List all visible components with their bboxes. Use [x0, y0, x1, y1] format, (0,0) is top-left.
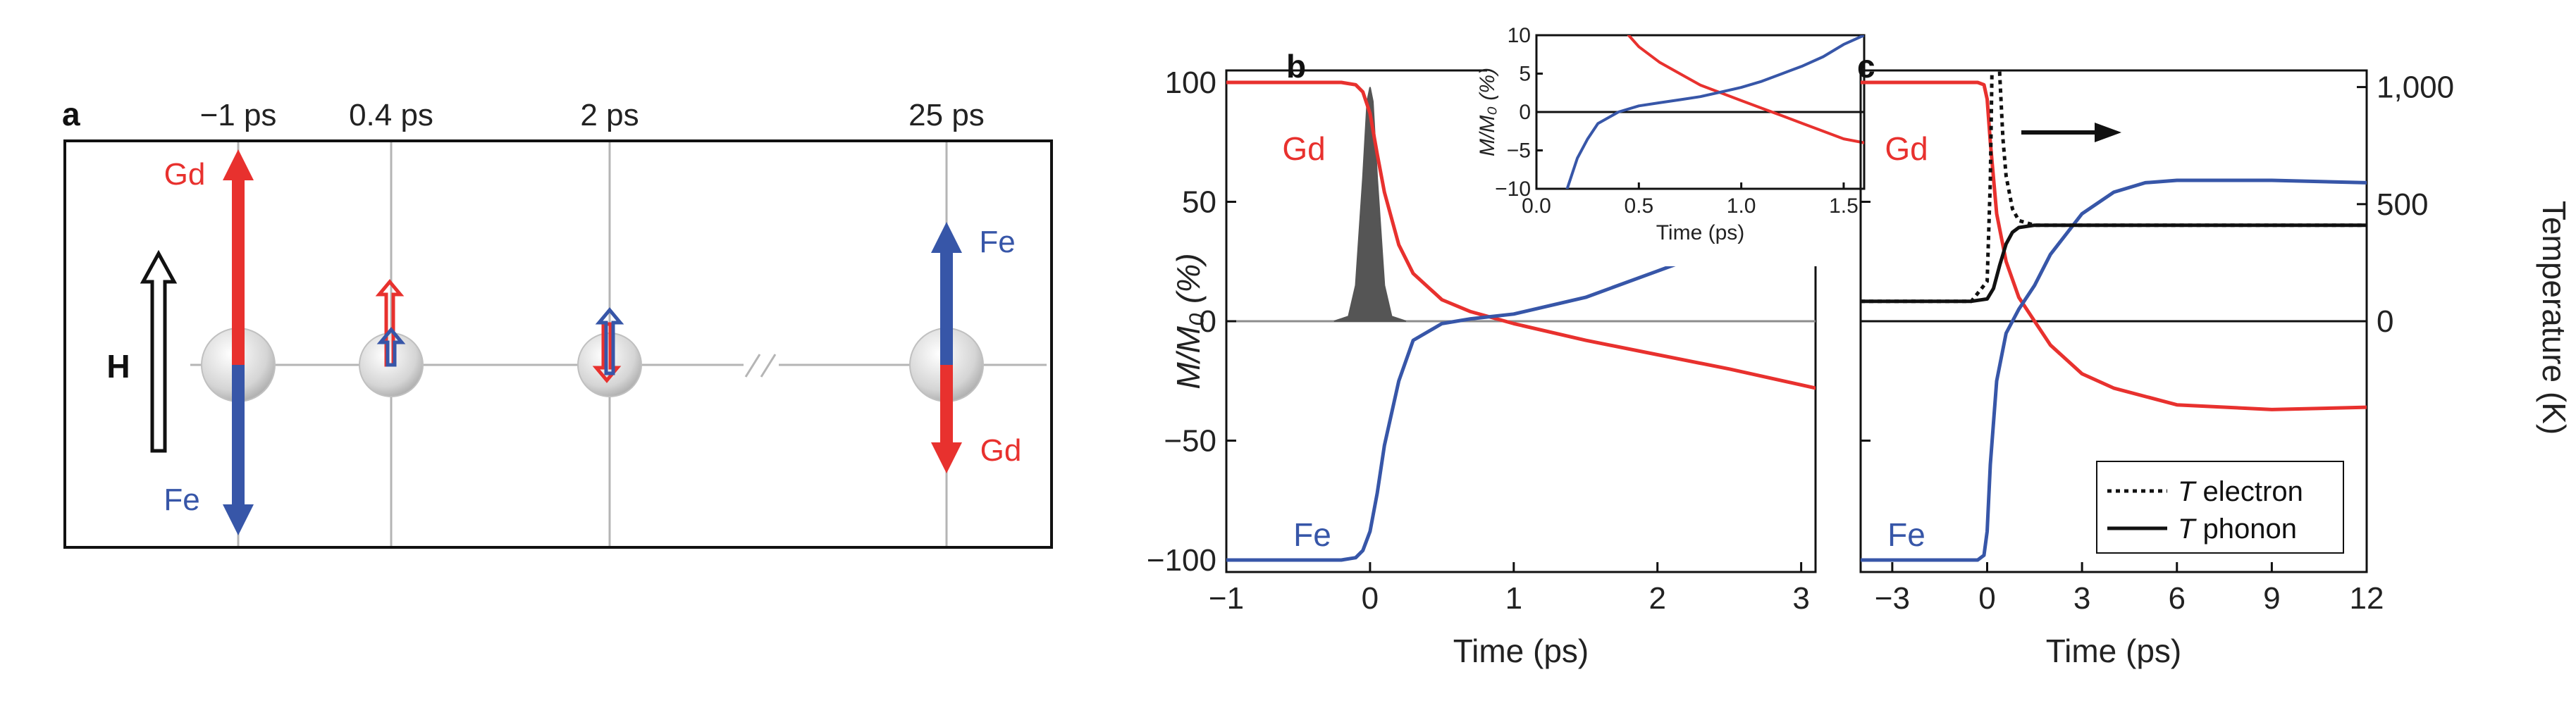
- fe-label: Fe: [979, 225, 1015, 259]
- x-axis-label: Time (ps): [1453, 633, 1589, 669]
- legend-entry-text: electron: [2195, 476, 2303, 507]
- inset-x-tick-label: 1.0: [1727, 194, 1756, 218]
- fe-magnetization-line: [1861, 178, 2367, 562]
- inset-y-tick-label: 10: [1508, 24, 1531, 47]
- inset-gd-line: [1627, 35, 1864, 144]
- axis-break-mark: [744, 354, 761, 378]
- field-label: H: [106, 348, 130, 385]
- gd-series-label: Gd: [1282, 130, 1325, 167]
- panel-a-label: a: [62, 96, 80, 132]
- y2-axis-label: Temperature (K): [2536, 201, 2572, 435]
- gd-moment-arrow: [223, 149, 254, 365]
- x-tick-label: 12: [2350, 581, 2384, 616]
- y-tick-label: 50: [1182, 185, 1216, 219]
- time-label: 25 ps: [908, 98, 985, 132]
- fe-label: Fe: [164, 483, 199, 517]
- y2-tick-label: 1,000: [2377, 70, 2454, 105]
- x-axis-label: Time (ps): [2046, 633, 2182, 669]
- panel-a: a −1 ps 0.4 ps 2 ps 25 ps H Gd Fe Fe Gd: [62, 96, 1053, 549]
- inset-x-tick-label: 1.5: [1829, 194, 1859, 218]
- panel-a-frame: [63, 139, 1053, 549]
- t-electron-line: [1861, 70, 2367, 304]
- fe-series-label: Fe: [1293, 516, 1331, 553]
- time-label: −1 ps: [200, 98, 277, 132]
- inset-x-tick-label: 0.0: [1522, 194, 1551, 218]
- legend-box: [2096, 461, 2344, 554]
- x-tick-label: 3: [1792, 581, 1809, 616]
- x-tick-label: −3: [1875, 581, 1910, 616]
- y-tick-label: −50: [1164, 424, 1216, 459]
- inset-y-axis-label: M/M₀ (%): [1476, 68, 1499, 156]
- x-tick-label: 3: [2073, 581, 2090, 616]
- inset-series-group: [1565, 35, 1864, 189]
- gd-magnetization-line: [1226, 80, 1816, 390]
- axis-break-mark: [760, 354, 777, 378]
- inset-x-tick-label: 0.5: [1624, 194, 1653, 218]
- legend-entry-label: T electron: [2178, 476, 2303, 507]
- y-axis-label: M/M₀ (%): [1170, 253, 1207, 389]
- gd-magnetization-line: [1861, 80, 2367, 411]
- x-tick-label: 0: [1362, 581, 1379, 616]
- fe-magnetization-line: [1226, 209, 1816, 562]
- x-tick-label: 0: [1978, 581, 1995, 616]
- inset-x-axis-label: Time (ps): [1656, 221, 1745, 244]
- x-tick-label: 1: [1505, 581, 1522, 616]
- inset-y-tick-label: −10: [1495, 178, 1531, 201]
- gd-moment-arrow: [931, 365, 962, 473]
- inset-y-tick-label: 0: [1519, 101, 1531, 124]
- y-tick-label: 0: [1200, 304, 1216, 339]
- y2-tick-label: 0: [2377, 304, 2393, 339]
- inset-y-tick-label: 5: [1519, 63, 1531, 86]
- gd-label: Gd: [980, 433, 1022, 468]
- x-tick-label: 2: [1648, 581, 1665, 616]
- t-phonon-line: [1861, 223, 2367, 304]
- fe-moment-arrow: [931, 222, 962, 365]
- fe-moment-arrow: [595, 307, 624, 375]
- time-label: 0.4 ps: [349, 98, 433, 132]
- inset-fe-line: [1565, 35, 1864, 189]
- inset-y-tick-label: −5: [1507, 139, 1531, 163]
- time-label: 2 ps: [580, 98, 639, 132]
- fe-series-label: Fe: [1887, 516, 1925, 553]
- y-tick-label: −100: [1147, 543, 1216, 578]
- field-arrow-icon: [140, 249, 178, 453]
- fe-moment-arrow: [223, 365, 254, 535]
- gd-series-label: Gd: [1885, 130, 1928, 167]
- legend-entry-symbol: T: [2178, 514, 2197, 545]
- x-tick-label: −1: [1209, 581, 1244, 616]
- legend-entry-label: T phonon: [2178, 514, 2297, 545]
- x-tick-label: 9: [2263, 581, 2280, 616]
- legend-entry-symbol: T: [2178, 476, 2197, 507]
- gd-label: Gd: [164, 157, 206, 192]
- x-tick-label: 6: [2169, 581, 2186, 616]
- fe-moment-arrow: [376, 327, 406, 367]
- y-tick-label: 100: [1165, 66, 1216, 100]
- panel-b-label: b: [1286, 48, 1306, 85]
- axis-arrow-head-icon: [2095, 123, 2121, 142]
- legend-entry-text: phonon: [2195, 514, 2297, 545]
- y2-tick-label: 500: [2377, 187, 2428, 222]
- pump-pulse: [1333, 87, 1407, 322]
